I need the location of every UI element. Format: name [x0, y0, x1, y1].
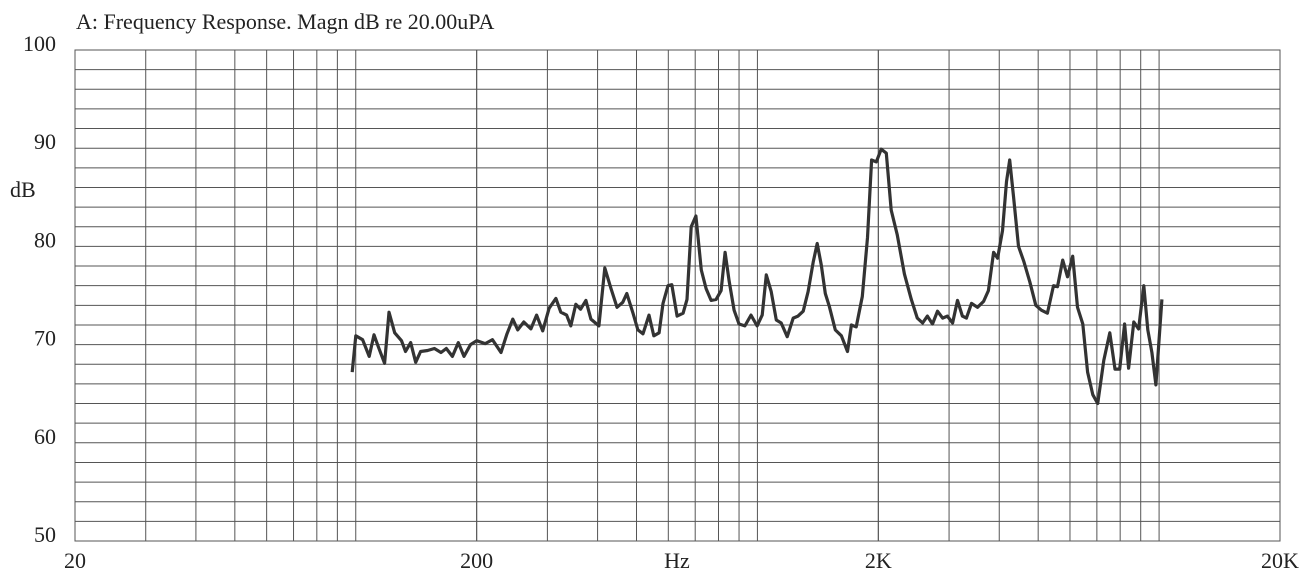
y-tick-label: 60 [34, 424, 56, 449]
y-tick-label: 90 [34, 129, 56, 154]
x-tick-label: 20 [64, 548, 86, 573]
y-tick-label: 70 [34, 326, 56, 351]
y-tick-label: 80 [34, 227, 56, 252]
y-tick-label: 50 [34, 522, 56, 547]
y-tick-label: 100 [23, 31, 56, 56]
x-tick-label: 2K [865, 548, 892, 573]
x-tick-label: 200 [460, 548, 493, 573]
x-axis-label: Hz [664, 548, 690, 573]
plot-frame [74, 49, 1281, 542]
y-axis-label: dB [10, 177, 36, 202]
x-tick-label: 20K [1261, 548, 1299, 573]
response-line [350, 147, 1164, 406]
chart-title: A: Frequency Response. Magn dB re 20.00u… [76, 9, 494, 34]
